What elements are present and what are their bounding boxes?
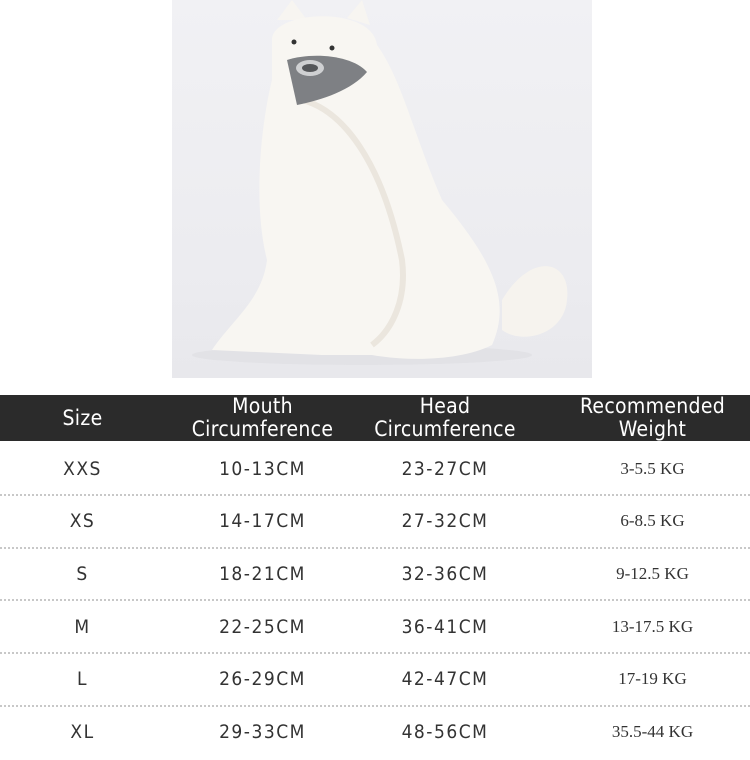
header-label-line1: Recommended — [579, 394, 726, 418]
head-circumference-cell: 23-27CM — [401, 457, 489, 480]
weight-cell: 3-5.5 KG — [620, 458, 685, 478]
table-row: XL 29-33CM 48-56CM 35.5-44 KG — [0, 707, 750, 760]
dog-photo — [172, 0, 592, 378]
table-row: S 18-21CM 32-36CM 9-12.5 KG — [0, 548, 750, 602]
head-circumference-cell: 32-36CM — [401, 562, 489, 585]
size-table-header: Size Mouth Circumference Head Circumferenc… — [0, 395, 750, 441]
mouth-circumference-cell: 22-25CM — [219, 615, 306, 638]
weight-cell: 17-19 KG — [618, 669, 687, 689]
mouth-circumference-cell: 14-17CM — [219, 510, 306, 533]
header-recommended-weight: Recommended Weight — [560, 395, 745, 441]
header-size-label: Size — [62, 405, 103, 430]
head-circumference-cell: 27-32CM — [401, 510, 489, 533]
mouth-circumference-cell: 18-21CM — [219, 562, 306, 585]
header-label-line1: Head — [419, 394, 471, 418]
size-cell: S — [76, 562, 89, 585]
head-circumference-cell: 48-56CM — [401, 721, 489, 743]
header-mouth-circumference: Mouth Circumference — [165, 395, 360, 441]
header-head-circumference: Head Circumference — [360, 395, 530, 441]
size-cell: XS — [69, 510, 96, 533]
size-cell: XL — [70, 721, 95, 743]
table-row: XXS 10-13CM 23-27CM 3-5.5 KG — [0, 443, 750, 496]
size-cell: M — [74, 615, 91, 638]
weight-cell: 35.5-44 KG — [611, 722, 694, 741]
weight-cell: 13-17.5 KG — [611, 616, 694, 636]
header-size: Size — [20, 395, 145, 441]
head-circumference-cell: 42-47CM — [401, 668, 489, 691]
mouth-circumference-cell: 29-33CM — [219, 721, 306, 743]
dog-illustration — [192, 0, 568, 365]
header-label-line2: Circumference — [374, 417, 516, 441]
size-cell: L — [76, 668, 89, 691]
table-row: M 22-25CM 36-41CM 13-17.5 KG — [0, 601, 750, 655]
weight-cell: 9-12.5 KG — [616, 563, 689, 583]
mouth-circumference-cell: 26-29CM — [219, 668, 306, 691]
head-circumference-cell: 36-41CM — [401, 615, 489, 638]
header-label-line2: Weight — [618, 417, 687, 441]
table-row: L 26-29CM 42-47CM 17-19 KG — [0, 654, 750, 707]
header-label-line1: Mouth — [232, 394, 293, 418]
size-cell: XXS — [63, 457, 102, 480]
mouth-circumference-cell: 10-13CM — [219, 457, 306, 480]
header-label-line2: Circumference — [191, 417, 334, 441]
table-row: XS 14-17CM 27-32CM 6-8.5 KG — [0, 496, 750, 549]
weight-cell: 6-8.5 KG — [620, 511, 685, 531]
